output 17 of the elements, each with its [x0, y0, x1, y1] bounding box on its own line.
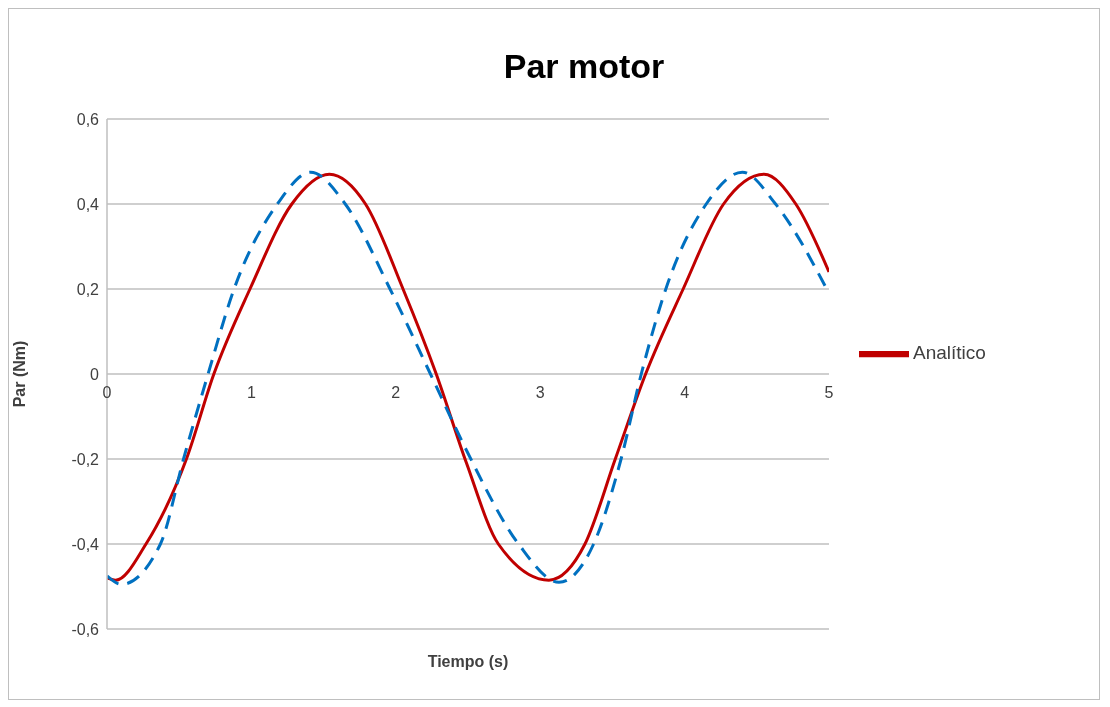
x-tick-label: 4 — [680, 384, 690, 401]
y-tick-label: 0,4 — [76, 195, 100, 213]
chart-title: Par motor — [502, 47, 666, 86]
x-tick-label: 2 — [391, 384, 401, 401]
x-tick-label: 1 — [246, 384, 256, 401]
y-tick-label: -0,4 — [71, 535, 100, 553]
x-tick-label: 3 — [535, 384, 545, 401]
legend-label: Analítico — [913, 342, 986, 364]
x-axis-title: Tiempo (s) — [427, 653, 509, 670]
x-tick-label: 0 — [102, 384, 112, 401]
x-tick-label: 5 — [824, 384, 834, 401]
y-tick-label: 0 — [90, 365, 100, 383]
y-axis-title: Par (Nm) — [10, 340, 28, 408]
y-tick-label: -0,6 — [71, 620, 100, 638]
y-tick-label: 0,6 — [76, 110, 100, 128]
y-tick-label: -0,2 — [71, 450, 100, 468]
y-tick-label: 0,2 — [76, 280, 100, 298]
